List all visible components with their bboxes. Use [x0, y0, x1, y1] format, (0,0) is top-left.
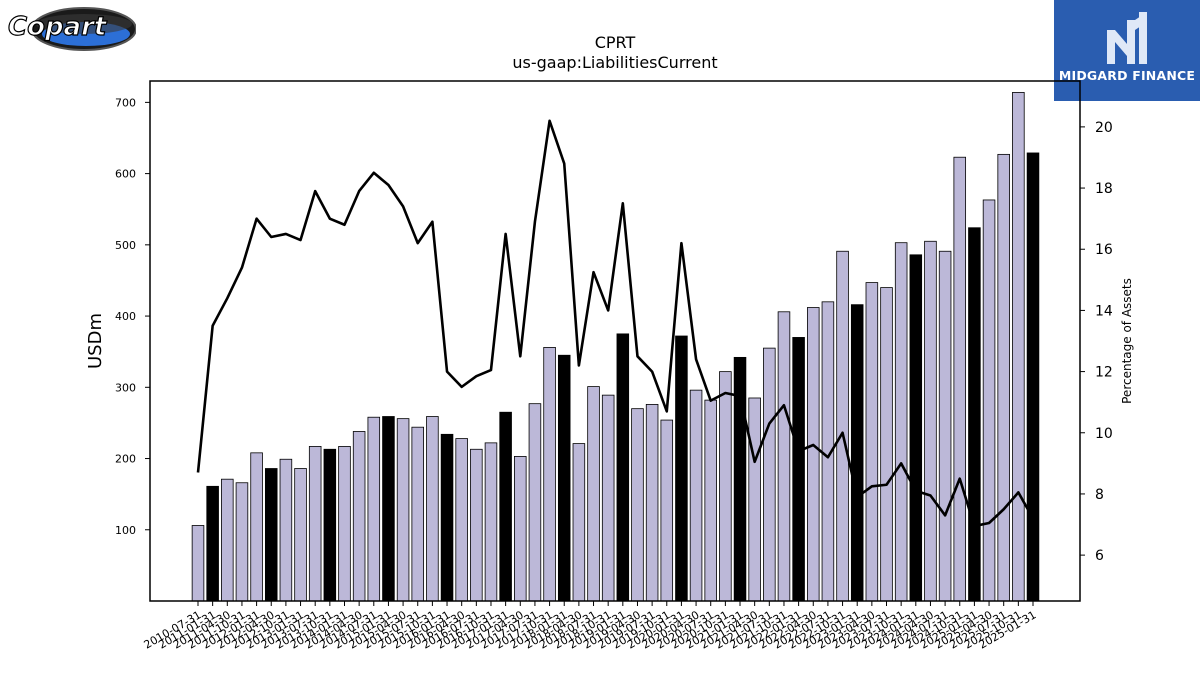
bar [279, 458, 293, 602]
bar [367, 416, 381, 602]
bar [308, 446, 322, 602]
bar [499, 411, 512, 602]
bar [514, 455, 527, 602]
bar [440, 433, 454, 602]
y2-tick-label: 16 [1095, 242, 1113, 258]
bar [689, 389, 703, 602]
bar [543, 347, 556, 602]
chart-title: CPRT [595, 33, 636, 52]
midgard-brand-text: MIDGARD FINANCE [1058, 68, 1196, 83]
y-tick-label: 100 [115, 524, 136, 537]
bar [675, 335, 688, 602]
bar [953, 156, 967, 602]
chart-subtitle: us-gaap:LiabilitiesCurrent [512, 53, 717, 72]
bar [411, 426, 425, 602]
bar [631, 408, 644, 602]
bar [221, 478, 234, 602]
bar [528, 403, 542, 602]
bar [792, 337, 805, 602]
plot-frame [149, 80, 1081, 602]
y-tick-label: 500 [115, 239, 136, 252]
bar [382, 416, 395, 602]
y2-tick-label: 6 [1095, 548, 1104, 564]
bar [557, 354, 571, 602]
bar [719, 371, 732, 602]
bar [484, 442, 498, 602]
bar [894, 242, 908, 602]
bar [572, 443, 586, 602]
y-axis-label: USDm [85, 313, 106, 369]
bar [982, 199, 996, 602]
bar [264, 468, 278, 602]
svg-text:Copart: Copart [8, 12, 108, 42]
bar [396, 418, 410, 602]
bar [455, 438, 468, 602]
bar [777, 311, 791, 602]
bar [968, 227, 981, 602]
bar [206, 485, 219, 602]
bar [587, 386, 600, 602]
bar [426, 416, 439, 602]
bar [748, 397, 761, 602]
bar [294, 468, 307, 602]
bar [660, 419, 674, 602]
bar [250, 452, 263, 602]
y2-tick-label: 12 [1095, 365, 1113, 381]
y2-axis-label: Percentage of Assets [1120, 278, 1134, 404]
bar [850, 304, 864, 602]
y2-tick-label: 18 [1095, 181, 1113, 197]
y-tick-label: 200 [115, 453, 136, 466]
bar [909, 254, 923, 602]
y-tick-label: 700 [115, 96, 136, 109]
bar [704, 399, 717, 602]
y-tick-label: 600 [115, 168, 136, 181]
bar [1012, 92, 1025, 602]
y-tick-label: 400 [115, 310, 136, 323]
bar [880, 287, 893, 602]
bar [616, 333, 630, 602]
bar [645, 403, 659, 602]
series-line [196, 119, 1035, 528]
y2-tick-label: 14 [1095, 303, 1113, 319]
y-tick-label: 300 [115, 381, 136, 394]
bar [352, 431, 366, 602]
y2-tick-label: 20 [1095, 120, 1113, 136]
bar [601, 394, 615, 602]
line-layer [196, 119, 1035, 528]
bar [924, 240, 937, 602]
midgard-finance-logo: MIDGARD FINANCE [1054, 0, 1200, 101]
copart-logo: Copart [4, 4, 137, 54]
x-axis: 2010-07-312011-01-312011-04-302011-10-31… [142, 601, 1039, 652]
y-axis-right: 6 8 10 12 14 16 18 20 [1080, 120, 1113, 564]
bar [323, 448, 337, 602]
bar [191, 525, 205, 602]
bar [1026, 152, 1040, 602]
bar [807, 307, 820, 602]
y-axis-left: 100 200 300 400 500 600 700 [115, 96, 150, 537]
bar [235, 482, 249, 602]
bar [763, 347, 776, 602]
bars-layer [191, 92, 1040, 602]
y2-tick-label: 10 [1095, 426, 1113, 442]
bar [470, 448, 483, 602]
bar [338, 446, 351, 602]
bar [938, 250, 952, 602]
bar [997, 153, 1010, 602]
bar [836, 250, 849, 602]
y2-tick-label: 8 [1095, 487, 1104, 503]
bar [865, 282, 879, 602]
